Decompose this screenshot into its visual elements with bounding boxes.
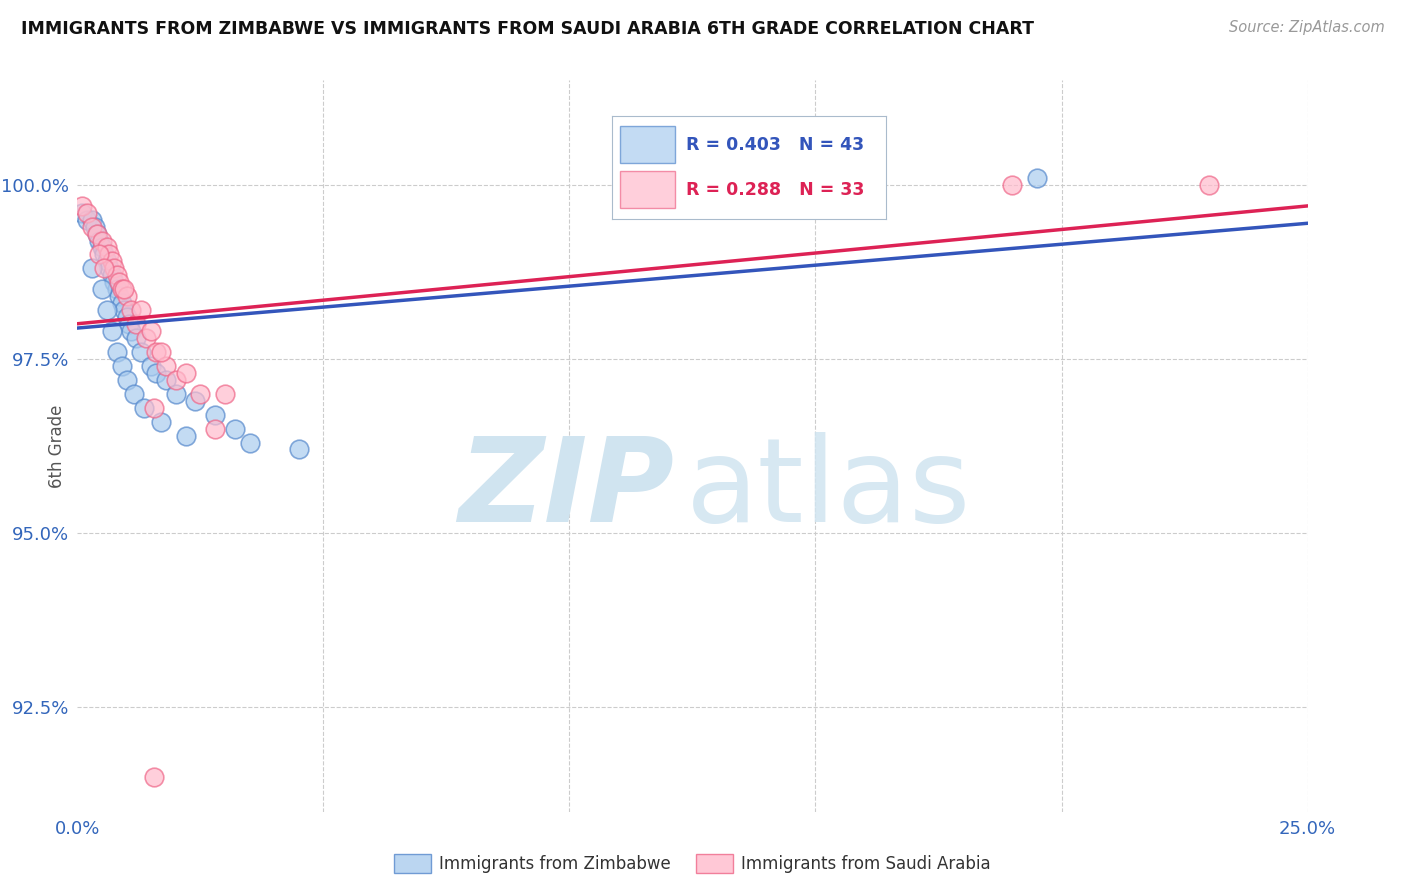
Point xyxy=(103,275,125,289)
Point xyxy=(115,373,138,387)
Point xyxy=(190,386,212,401)
Point xyxy=(82,261,104,276)
Text: Source: ZipAtlas.com: Source: ZipAtlas.com xyxy=(1229,20,1385,35)
Text: atlas: atlas xyxy=(686,433,972,548)
Point xyxy=(98,261,121,276)
Point xyxy=(86,227,108,241)
Point xyxy=(239,435,262,450)
Point xyxy=(125,317,148,331)
Point xyxy=(141,324,163,338)
Point xyxy=(103,261,125,276)
Point xyxy=(155,373,177,387)
Point xyxy=(131,345,153,359)
Point xyxy=(89,234,111,248)
Point xyxy=(112,303,135,318)
Point xyxy=(96,240,118,254)
Point xyxy=(105,345,128,359)
Point xyxy=(125,331,148,345)
Point xyxy=(86,227,108,241)
Legend: Immigrants from Zimbabwe, Immigrants from Saudi Arabia: Immigrants from Zimbabwe, Immigrants fro… xyxy=(394,854,991,873)
Point xyxy=(90,282,114,296)
Point xyxy=(214,386,236,401)
Point xyxy=(105,282,128,296)
Point xyxy=(204,408,226,422)
Point xyxy=(145,345,167,359)
Point xyxy=(105,268,128,283)
Point xyxy=(93,261,115,276)
Point xyxy=(76,212,98,227)
Bar xyxy=(620,126,675,163)
Point xyxy=(142,770,165,784)
Point xyxy=(108,289,131,303)
Point xyxy=(1198,178,1220,192)
Point xyxy=(174,366,197,380)
Point xyxy=(174,428,197,442)
Point xyxy=(76,205,98,219)
Text: R = 0.288   N = 33: R = 0.288 N = 33 xyxy=(686,181,865,199)
Point xyxy=(115,289,138,303)
Point xyxy=(93,247,115,261)
Point xyxy=(224,421,246,435)
Point xyxy=(101,268,124,283)
Point xyxy=(1026,170,1049,185)
Point xyxy=(111,282,134,296)
Point xyxy=(150,345,173,359)
Point xyxy=(98,247,121,261)
Point xyxy=(165,373,187,387)
Point xyxy=(122,386,145,401)
Point xyxy=(121,303,143,318)
Text: IMMIGRANTS FROM ZIMBABWE VS IMMIGRANTS FROM SAUDI ARABIA 6TH GRADE CORRELATION C: IMMIGRANTS FROM ZIMBABWE VS IMMIGRANTS F… xyxy=(21,20,1033,37)
Point xyxy=(96,254,118,268)
Point xyxy=(112,282,135,296)
Text: ZIP: ZIP xyxy=(458,433,673,548)
Point xyxy=(288,442,311,457)
Point xyxy=(82,212,104,227)
Point xyxy=(111,296,134,310)
Point xyxy=(155,359,177,373)
Bar xyxy=(620,171,675,208)
Point xyxy=(132,401,155,415)
Point xyxy=(89,247,111,261)
Point xyxy=(1001,178,1024,192)
Point xyxy=(82,219,104,234)
Y-axis label: 6th Grade: 6th Grade xyxy=(48,404,66,488)
Point xyxy=(108,275,131,289)
Point xyxy=(101,324,124,338)
Text: R = 0.403   N = 43: R = 0.403 N = 43 xyxy=(686,136,863,153)
Point xyxy=(141,359,163,373)
Point xyxy=(70,199,93,213)
Point xyxy=(131,303,153,318)
Point xyxy=(204,421,226,435)
Point xyxy=(118,317,141,331)
Point xyxy=(101,254,124,268)
Point xyxy=(142,401,165,415)
Point xyxy=(83,219,105,234)
Point xyxy=(135,331,157,345)
Point xyxy=(184,393,207,408)
Point xyxy=(96,303,118,318)
Point xyxy=(145,366,167,380)
Point xyxy=(111,359,134,373)
Point xyxy=(165,386,187,401)
Point xyxy=(115,310,138,325)
Point xyxy=(70,205,93,219)
Point xyxy=(90,240,114,254)
Point xyxy=(90,234,114,248)
Point xyxy=(150,415,173,429)
Point xyxy=(121,324,143,338)
Point xyxy=(731,170,754,185)
